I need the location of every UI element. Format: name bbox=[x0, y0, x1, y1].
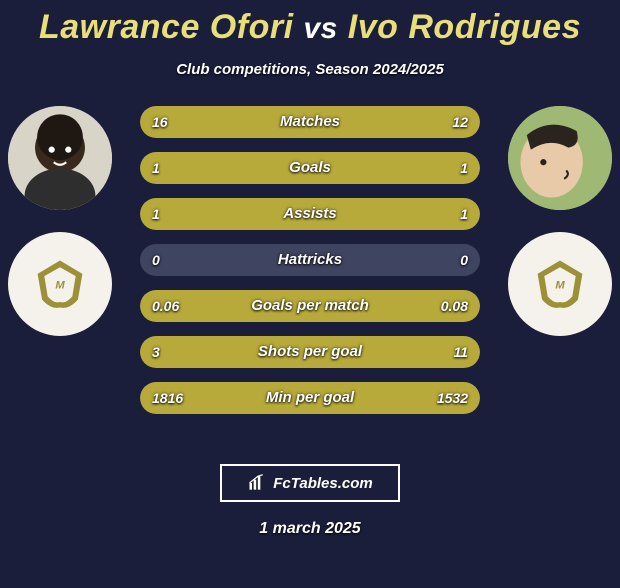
stat-row: 0.060.08Goals per match bbox=[140, 290, 480, 322]
club-badge-icon: M bbox=[532, 256, 588, 312]
vs-label: vs bbox=[303, 12, 337, 45]
date-label: 1 march 2025 bbox=[0, 520, 620, 538]
stats-rows: 1612Matches 11Goals 11Assists 00Hattricks 0.… bbox=[140, 106, 480, 428]
player2-name: Ivo Rodrigues bbox=[348, 8, 581, 46]
subtitle: Club competitions, Season 2024/2025 bbox=[0, 61, 620, 78]
svg-text:M: M bbox=[55, 279, 65, 291]
stat-row: 311Shots per goal bbox=[140, 336, 480, 368]
stat-row: 11Assists bbox=[140, 198, 480, 230]
stat-row: 00Hattricks bbox=[140, 244, 480, 276]
stat-label: Goals per match bbox=[140, 290, 480, 322]
brand-label: FcTables.com bbox=[273, 475, 372, 492]
stat-row: 18161532Min per goal bbox=[140, 382, 480, 414]
player1-name: Lawrance Ofori bbox=[39, 8, 294, 46]
player1-avatar-svg bbox=[8, 106, 112, 210]
comparison-content: M M 1612Matches 11Goals 11Assists 00Hattric… bbox=[0, 106, 620, 446]
stat-label: Shots per goal bbox=[140, 336, 480, 368]
stat-label: Hattricks bbox=[140, 244, 480, 276]
stat-label: Assists bbox=[140, 198, 480, 230]
brand-link[interactable]: FcTables.com bbox=[220, 464, 400, 502]
comparison-title: Lawrance Ofori vs Ivo Rodrigues bbox=[0, 8, 620, 47]
chart-icon bbox=[247, 473, 267, 493]
player1-club-badge: M bbox=[8, 232, 112, 336]
stat-label: Matches bbox=[140, 106, 480, 138]
stat-row: 1612Matches bbox=[140, 106, 480, 138]
player2-avatar bbox=[508, 106, 612, 210]
svg-text:M: M bbox=[555, 279, 565, 291]
club-badge-icon: M bbox=[32, 256, 88, 312]
player1-avatar bbox=[8, 106, 112, 210]
stat-label: Goals bbox=[140, 152, 480, 184]
player2-club-badge: M bbox=[508, 232, 612, 336]
stat-row: 11Goals bbox=[140, 152, 480, 184]
stat-label: Min per goal bbox=[140, 382, 480, 414]
player2-avatar-svg bbox=[508, 106, 612, 210]
